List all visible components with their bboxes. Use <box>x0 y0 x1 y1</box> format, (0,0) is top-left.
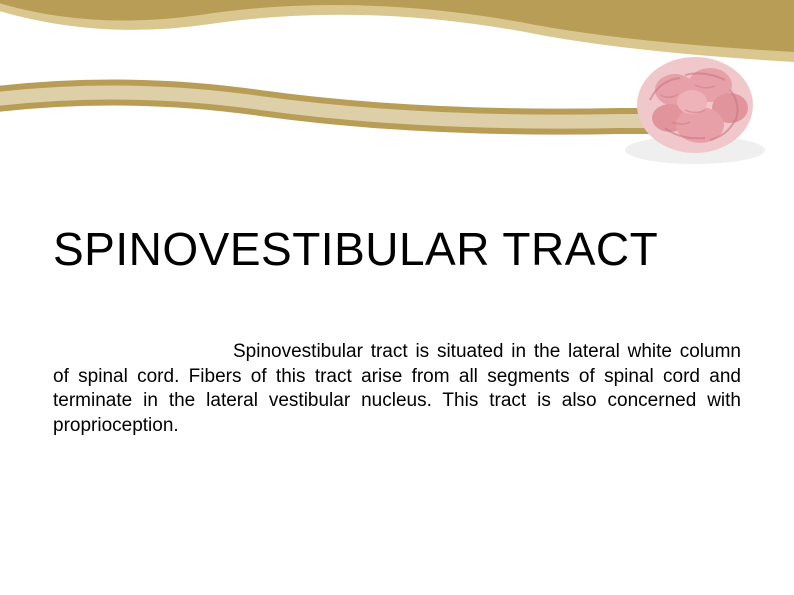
slide-body: Spinovestibular tract is situated in the… <box>53 340 741 439</box>
slide-title: SPINOVESTIBULAR TRACT <box>53 222 658 276</box>
header-banner <box>0 0 794 180</box>
